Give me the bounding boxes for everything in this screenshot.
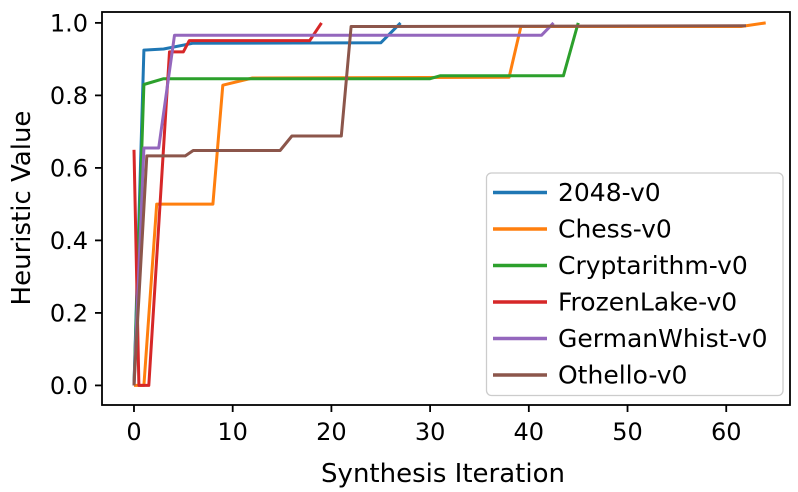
x-tick-label-0: 0: [126, 418, 141, 446]
legend-item-Othello-v0: Othello-v0: [493, 361, 687, 390]
plot-frame: [101, 11, 791, 406]
y-tick-label-0.6: 0.6: [50, 154, 88, 182]
y-tick-label-0.2: 0.2: [50, 299, 88, 327]
legend-item-Cryptarithm-v0: Cryptarithm-v0: [493, 251, 748, 280]
plot-area: 0 10 20 30 40 50 60 0.0 0.2 0.4 0.6 0.8 1.0 2048-v0 Ch…: [50, 9, 791, 446]
legend-label-Cryptarithm-v0: Cryptarithm-v0: [558, 251, 748, 280]
x-axis-label: Synthesis Iteration: [321, 459, 565, 489]
y-tick-label-1.0: 1.0: [50, 9, 88, 37]
legend-item-FrozenLake-v0: FrozenLake-v0: [493, 288, 737, 317]
legend: 2048-v0 Chess-v0 Cryptarithm-v0 FrozenLake-…: [485, 172, 784, 397]
y-tick-label-0.8: 0.8: [50, 82, 88, 110]
series-line-GermanWhist-v0: [132, 21, 555, 386]
x-axis: 0 10 20 30 40 50 60: [126, 405, 742, 446]
y-tick-label-0.0: 0.0: [50, 372, 88, 400]
x-tick-label-50: 50: [612, 418, 643, 446]
legend-label-GermanWhist-v0: GermanWhist-v0: [558, 324, 768, 353]
x-tick-label-10: 10: [217, 418, 248, 446]
series-line-Cryptarithm-v0: [132, 22, 580, 386]
legend-label-Chess-v0: Chess-v0: [558, 215, 672, 244]
y-axis-label: Heuristic Value: [7, 111, 37, 306]
x-tick-label-60: 60: [711, 418, 742, 446]
x-tick-label-30: 30: [415, 418, 446, 446]
x-tick-label-40: 40: [514, 418, 545, 446]
legend-label-2048-v0: 2048-v0: [558, 178, 661, 207]
legend-label-Othello-v0: Othello-v0: [558, 361, 687, 390]
x-tick-label-20: 20: [316, 418, 347, 446]
y-axis: 0.0 0.2 0.4 0.6 0.8 1.0: [50, 9, 102, 400]
legend-item-2048-v0: 2048-v0: [493, 178, 661, 207]
legend-label-FrozenLake-v0: FrozenLake-v0: [558, 288, 737, 317]
series-line-Othello-v0: [132, 24, 747, 386]
series-line-FrozenLake-v0: [132, 22, 323, 387]
legend-item-Chess-v0: Chess-v0: [493, 215, 672, 244]
legend-item-GermanWhist-v0: GermanWhist-v0: [493, 324, 768, 353]
legend-frame: [485, 172, 784, 397]
y-tick-label-0.4: 0.4: [50, 227, 88, 255]
